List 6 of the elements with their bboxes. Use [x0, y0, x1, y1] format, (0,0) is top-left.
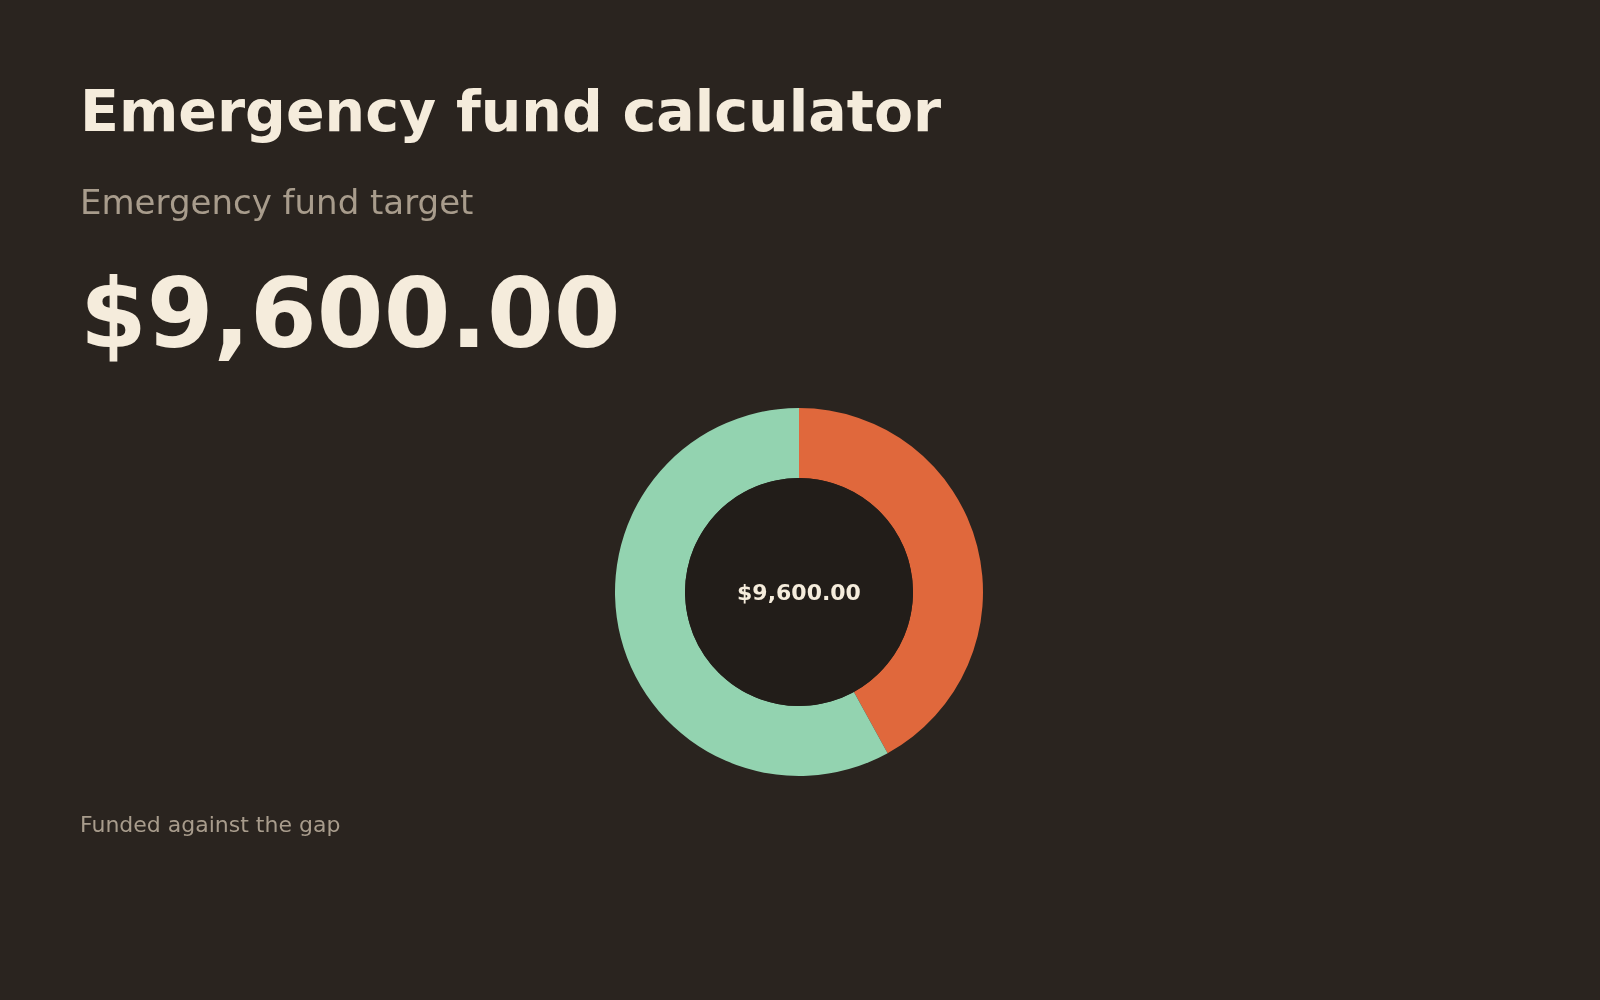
donut-slice — [615, 408, 888, 776]
text: $9,600.00 — [80, 258, 621, 370]
text: Emergency fund target — [80, 182, 474, 222]
text: Funded against the gap — [80, 812, 341, 837]
text: $9,600.00 — [737, 580, 861, 605]
chart-title: Emergency fund calculator — [80, 78, 942, 144]
